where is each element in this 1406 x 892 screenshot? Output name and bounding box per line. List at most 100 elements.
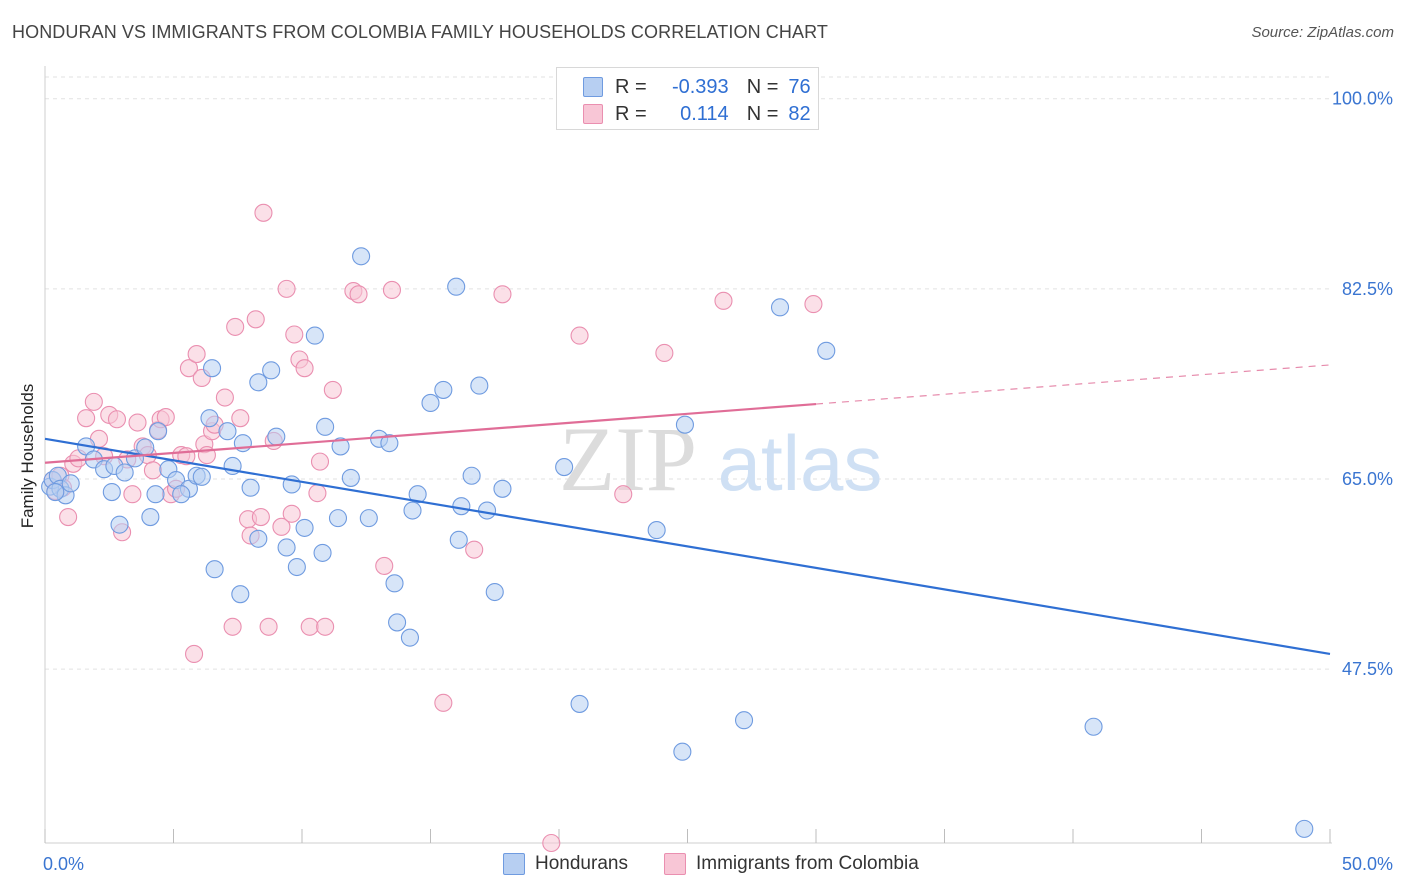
data-point-honduran xyxy=(115,463,134,482)
data-point-colombia xyxy=(655,343,674,363)
legend-row-hondurans: R = -0.393 N = 76 xyxy=(583,73,811,101)
data-point-colombia xyxy=(231,409,250,428)
data-point-honduran xyxy=(305,326,324,345)
gridlines xyxy=(45,76,1330,670)
data-point-honduran xyxy=(249,373,268,392)
data-point-honduran xyxy=(192,467,211,486)
y-tick-label: 47.5% xyxy=(1342,659,1393,679)
data-point-honduran xyxy=(380,434,399,453)
data-point-honduran xyxy=(647,521,666,540)
data-point-colombia xyxy=(223,617,242,636)
source-credit: Source: ZipAtlas.com xyxy=(1251,24,1394,41)
data-point-colombia xyxy=(107,410,127,429)
data-point-honduran xyxy=(295,518,314,537)
data-point-honduran xyxy=(203,359,222,378)
data-point-honduran xyxy=(470,376,489,395)
data-point-honduran xyxy=(675,415,694,434)
data-point-colombia xyxy=(251,507,270,527)
data-point-honduran xyxy=(316,417,335,436)
data-point-colombia xyxy=(123,485,142,504)
data-point-honduran xyxy=(359,509,378,528)
data-point-colombia xyxy=(714,291,733,310)
data-point-honduran xyxy=(388,613,407,632)
data-point-honduran xyxy=(770,298,790,317)
x-tick-label-max: 50.0% xyxy=(1342,854,1393,874)
legend-n-value: 82 xyxy=(788,102,811,125)
tick-labels: 47.5% 65.0% 82.5% 100.0% 0.0% 50.0% xyxy=(43,89,1393,874)
trendline-hondurans xyxy=(44,437,1331,656)
data-point-colombia xyxy=(493,285,512,304)
data-point-honduran xyxy=(400,628,419,647)
data-point-honduran xyxy=(331,437,350,456)
bottom-legend-label-colombia: Immigrants from Colombia xyxy=(696,853,919,874)
data-point-honduran xyxy=(434,380,453,399)
data-point-honduran xyxy=(385,574,404,593)
data-point-honduran xyxy=(328,509,348,528)
data-point-honduran xyxy=(141,507,160,527)
data-point-honduran xyxy=(262,361,281,380)
bottom-legend-swatch-hondurans xyxy=(503,853,525,875)
y-axis-title: Family Households xyxy=(18,383,37,529)
data-point-colombia xyxy=(295,359,314,378)
data-point-honduran xyxy=(734,711,754,730)
legend-swatch-hondurans xyxy=(583,77,603,97)
x-tick-label-min: 0.0% xyxy=(43,854,84,874)
data-point-honduran xyxy=(313,543,332,562)
points-colombia xyxy=(43,203,823,853)
trendline-colombia-extrapolated xyxy=(815,364,1331,405)
data-point-honduran xyxy=(110,515,129,534)
data-point-colombia xyxy=(187,345,206,364)
data-point-colombia xyxy=(316,617,335,636)
data-point-honduran xyxy=(146,485,165,504)
data-point-colombia xyxy=(226,317,245,336)
chart-title: HONDURAN VS IMMIGRANTS FROM COLOMBIA FAM… xyxy=(12,22,828,42)
watermark-atlas: atlas xyxy=(718,419,883,507)
data-point-honduran xyxy=(205,560,224,579)
legend-r-value: -0.393 xyxy=(671,75,729,98)
data-point-honduran xyxy=(267,427,286,446)
data-point-honduran xyxy=(1084,717,1103,736)
data-point-colombia xyxy=(375,556,394,575)
legend-n-label: N = xyxy=(746,75,779,98)
data-point-honduran xyxy=(403,501,422,520)
data-point-colombia xyxy=(254,203,273,222)
data-point-honduran xyxy=(287,557,306,577)
data-point-colombia xyxy=(128,413,147,432)
legend-r-label: R = xyxy=(615,102,647,125)
bottom-legend-label-hondurans: Hondurans xyxy=(535,853,628,874)
data-point-honduran xyxy=(352,247,371,266)
data-point-honduran xyxy=(408,485,427,504)
data-point-honduran xyxy=(449,530,468,549)
data-point-honduran xyxy=(231,585,250,604)
legend-r-label: R = xyxy=(615,75,647,98)
data-point-colombia xyxy=(246,310,265,329)
data-point-colombia xyxy=(84,392,103,411)
correlation-legend: R = -0.393 N = 76 R = 0.114 N = 82 xyxy=(556,67,819,130)
data-point-colombia xyxy=(282,504,301,523)
trend-lines xyxy=(44,364,1331,656)
data-point-colombia xyxy=(77,409,96,428)
data-point-honduran xyxy=(341,468,360,487)
legend-n-label: N = xyxy=(746,102,779,125)
data-point-honduran xyxy=(172,485,191,504)
data-point-honduran xyxy=(462,466,481,485)
data-point-honduran xyxy=(570,694,589,713)
data-point-honduran xyxy=(218,422,237,441)
data-point-honduran xyxy=(249,529,268,548)
data-point-colombia xyxy=(156,408,175,427)
data-point-honduran xyxy=(493,479,512,498)
data-point-colombia xyxy=(349,285,368,304)
data-point-honduran xyxy=(149,422,168,441)
data-point-honduran xyxy=(200,409,219,428)
data-point-colombia xyxy=(570,326,589,345)
data-point-honduran xyxy=(817,341,836,360)
data-point-honduran xyxy=(673,742,692,761)
data-point-colombia xyxy=(382,280,402,300)
y-tick-label: 100.0% xyxy=(1332,89,1393,109)
data-point-honduran xyxy=(485,582,504,602)
data-point-honduran xyxy=(452,497,471,516)
data-point-colombia xyxy=(59,507,78,527)
bottom-legend-hondurans: Hondurans xyxy=(503,851,628,877)
data-point-colombia xyxy=(179,359,198,378)
legend-row-colombia: R = 0.114 N = 82 xyxy=(583,100,811,128)
